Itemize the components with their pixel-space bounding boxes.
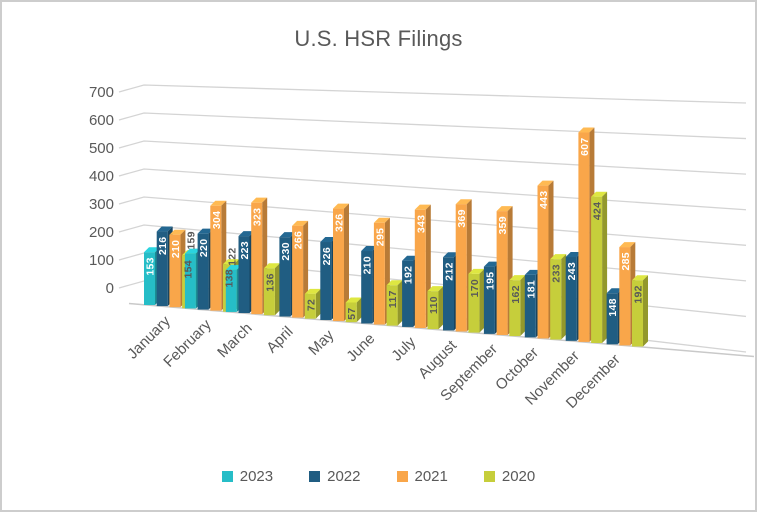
value-label-2020-October: 233 <box>551 264 563 282</box>
value-label-2021-March: 323 <box>252 208 264 226</box>
value-label-2021-August: 369 <box>456 209 468 227</box>
y-tick-600: 600 <box>89 112 114 129</box>
value-label-2022-September: 195 <box>484 272 496 290</box>
legend-swatch-2021 <box>396 471 408 482</box>
value-label-2021-April: 266 <box>293 231 305 249</box>
value-label-2022-July: 192 <box>403 266 415 284</box>
bar-2020-March <box>263 263 280 316</box>
value-label-2021-October: 443 <box>538 191 550 209</box>
value-label-2022-February: 220 <box>198 239 210 257</box>
value-label-2023-February: 159 <box>185 231 197 249</box>
x-label-July: July <box>388 333 419 364</box>
bar-2020-October <box>550 254 567 340</box>
legend-label-2023: 2023 <box>239 468 274 485</box>
value-label-2020-March: 136 <box>264 273 276 291</box>
x-label-May: May <box>305 326 337 358</box>
value-label-2021-July: 343 <box>415 215 427 233</box>
value-label-2022-May: 226 <box>321 247 333 265</box>
value-label-2022-April: 230 <box>280 242 292 260</box>
value-label-2023-March: 122 <box>226 247 238 265</box>
bar-2020-September <box>509 275 526 337</box>
value-label-2021-November: 607 <box>579 138 591 156</box>
bar-2020-April <box>304 288 321 319</box>
x-label-April: April <box>263 323 296 356</box>
value-label-2021-May: 326 <box>334 214 346 232</box>
x-label-March: March <box>214 320 255 361</box>
value-label-2020-January: 154 <box>183 260 195 278</box>
y-tick-0: 0 <box>106 280 114 297</box>
legend-label-2022: 2022 <box>327 468 361 485</box>
bar-2020-May <box>345 297 362 323</box>
bar-2020-July <box>427 286 444 330</box>
bar-2020-June <box>386 280 403 326</box>
gridline-500 <box>118 140 747 175</box>
y-tick-400: 400 <box>89 168 114 185</box>
value-label-2021-January: 210 <box>170 240 182 258</box>
value-label-2020-September: 162 <box>510 285 522 303</box>
bar-2020-November <box>591 191 608 344</box>
x-label-June: June <box>343 330 378 365</box>
value-label-2021-February: 304 <box>211 211 223 229</box>
value-label-2021-September: 359 <box>497 216 509 234</box>
value-label-2020-July: 110 <box>428 296 440 314</box>
value-label-2020-June: 117 <box>387 290 399 308</box>
y-tick-500: 500 <box>89 140 114 157</box>
legend-swatch-2023 <box>221 471 233 482</box>
value-label-2020-December: 192 <box>633 285 645 303</box>
legend-label-2021: 2021 <box>414 468 448 485</box>
legend-item-2022: 2022 <box>309 468 361 485</box>
value-label-2020-November: 424 <box>592 202 604 220</box>
value-label-2020-August: 170 <box>469 279 481 297</box>
gridline-600 <box>118 112 747 140</box>
legend-swatch-2020 <box>483 471 495 482</box>
value-label-2022-November: 243 <box>566 262 578 280</box>
legend-item-2020: 2020 <box>483 468 536 485</box>
value-label-2023-January: 153 <box>145 257 157 275</box>
bar-2020-August <box>468 268 485 333</box>
legend-swatch-2022 <box>309 471 321 482</box>
value-label-2022-March: 223 <box>239 241 251 259</box>
y-tick-200: 200 <box>89 224 114 241</box>
value-label-2022-December: 148 <box>607 298 619 316</box>
value-label-2022-January: 216 <box>157 237 169 255</box>
value-label-2021-December: 285 <box>620 252 632 270</box>
value-label-2022-August: 212 <box>444 262 456 280</box>
legend-item-2021: 2021 <box>396 468 448 485</box>
floor-edge <box>128 302 755 358</box>
legend-item-2023: 2023 <box>221 468 274 485</box>
bar-2021-May <box>333 203 349 322</box>
y-tick-300: 300 <box>89 196 114 213</box>
value-label-2022-October: 181 <box>525 280 537 298</box>
value-label-2020-May: 57 <box>346 307 358 319</box>
value-label-2020-February: 138 <box>224 269 236 287</box>
value-label-2022-June: 210 <box>362 256 374 274</box>
legend-label-2020: 2020 <box>501 468 536 485</box>
bar-2020-December <box>632 275 648 347</box>
chart-legend: 2023 2022 2021 2020 <box>2 468 755 485</box>
gridline-700 <box>118 84 747 104</box>
y-tick-100: 100 <box>89 252 114 269</box>
value-label-2021-June: 295 <box>374 228 386 246</box>
value-label-2020-April: 72 <box>305 299 317 311</box>
y-tick-700: 700 <box>89 84 114 101</box>
chart-title: U.S. HSR Filings <box>294 26 463 51</box>
